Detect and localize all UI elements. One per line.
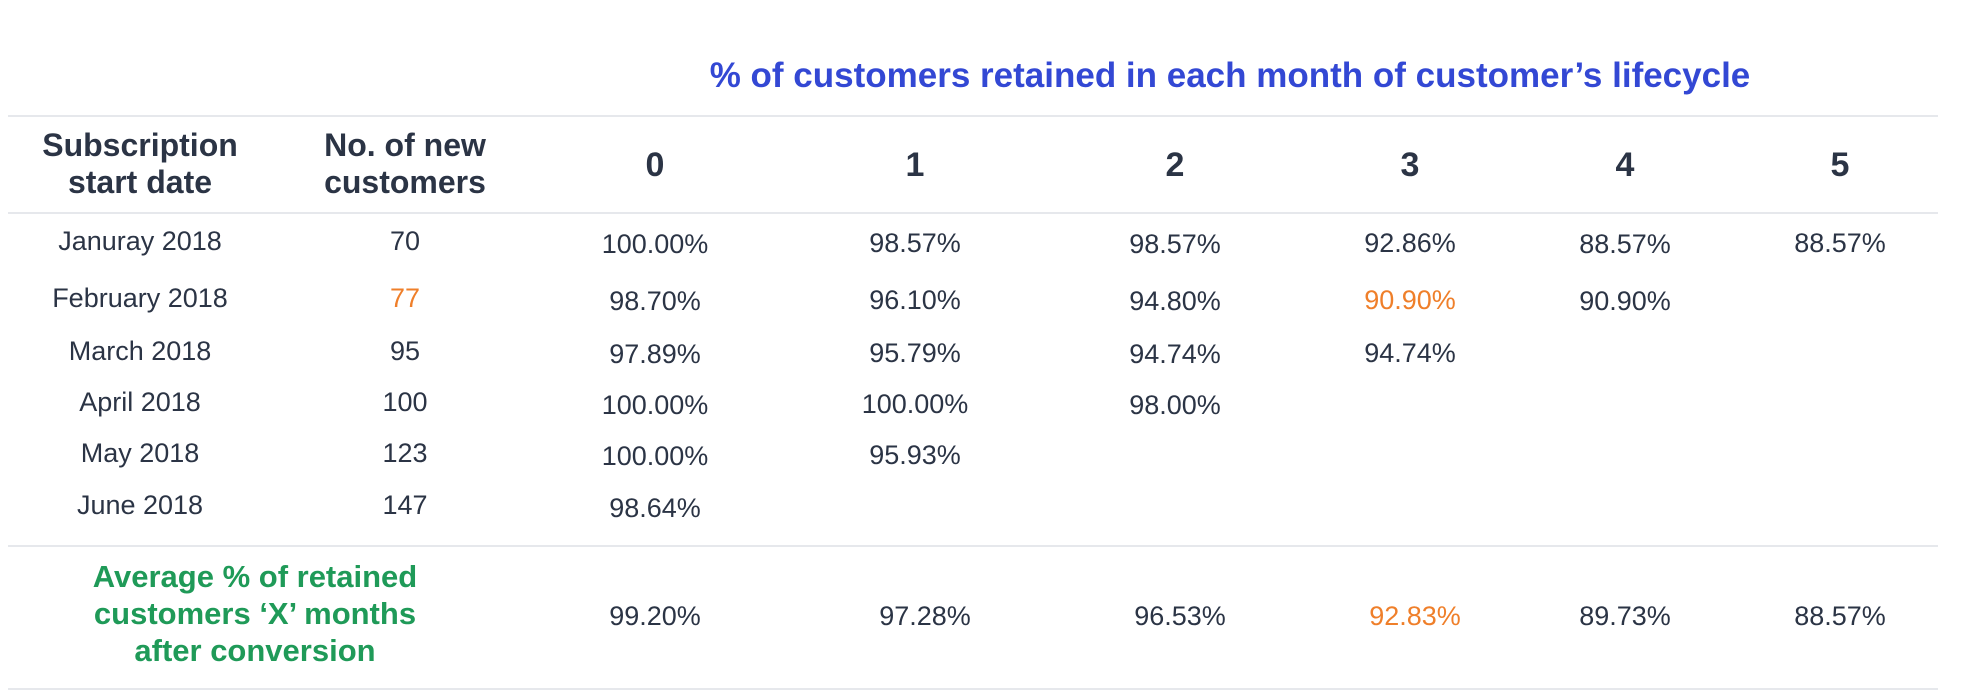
month-header-1: 1 [905, 146, 925, 184]
average-cell: 89.73% [1579, 601, 1671, 631]
row-label: February 2018 [52, 283, 228, 313]
retention-cell: 100.00% [601, 229, 709, 259]
month-header-3: 3 [1400, 146, 1420, 184]
retention-cell: 100.00% [601, 390, 709, 420]
retention-cell: 88.57% [1794, 228, 1886, 258]
retention-cell: 96.10% [869, 285, 961, 315]
month-header-4: 4 [1615, 146, 1635, 184]
row-new-customers: 77 [389, 283, 421, 313]
retention-cell: 98.00% [1129, 390, 1221, 420]
retention-cell: 95.93% [869, 440, 961, 470]
row-new-customers: 147 [382, 490, 428, 520]
row-label: May 2018 [80, 438, 200, 468]
retention-cell: 90.90% [1579, 286, 1671, 316]
retention-cell: 98.57% [869, 228, 961, 258]
header-bottom-rule [8, 212, 1938, 214]
average-cell: 99.20% [609, 601, 701, 631]
retention-cell: 90.90% [1364, 285, 1456, 315]
row-new-customers: 123 [382, 438, 428, 468]
row-label: Januray 2018 [58, 226, 222, 256]
retention-cell: 100.00% [601, 441, 709, 471]
retention-cell: 94.74% [1364, 338, 1456, 368]
table-title: % of customers retained in each month of… [709, 56, 1751, 95]
average-cell: 88.57% [1794, 601, 1886, 631]
retention-cell: 94.74% [1129, 339, 1221, 369]
header-start-date: Subscription start date [42, 127, 238, 200]
average-cell: 96.53% [1134, 601, 1226, 631]
average-cell: 97.28% [879, 601, 971, 631]
month-header-2: 2 [1165, 146, 1185, 184]
row-label: June 2018 [76, 490, 204, 520]
month-header-5: 5 [1830, 146, 1850, 184]
month-header-0: 0 [645, 146, 665, 184]
row-new-customers: 100 [382, 387, 428, 417]
retention-cell: 100.00% [861, 389, 969, 419]
header-top-rule [8, 115, 1938, 117]
retention-cell: 95.79% [869, 338, 961, 368]
header-new-customers: No. of new customers [324, 127, 486, 200]
retention-cell: 98.70% [609, 286, 701, 316]
table-bottom-rule [8, 688, 1938, 690]
row-label: March 2018 [68, 336, 212, 366]
retention-cell: 94.80% [1129, 286, 1221, 316]
retention-cell: 98.64% [609, 493, 701, 523]
retention-cell: 97.89% [609, 339, 701, 369]
retention-cell: 98.57% [1129, 229, 1221, 259]
average-top-rule [8, 545, 1938, 547]
row-new-customers: 70 [389, 226, 421, 256]
row-label: April 2018 [79, 387, 201, 417]
retention-cell: 88.57% [1579, 229, 1671, 259]
retention-cell: 92.86% [1364, 228, 1456, 258]
average-row-label: Average % of retained customers ‘X’ mont… [92, 559, 418, 668]
row-new-customers: 95 [389, 336, 421, 366]
average-cell: 92.83% [1369, 601, 1461, 631]
